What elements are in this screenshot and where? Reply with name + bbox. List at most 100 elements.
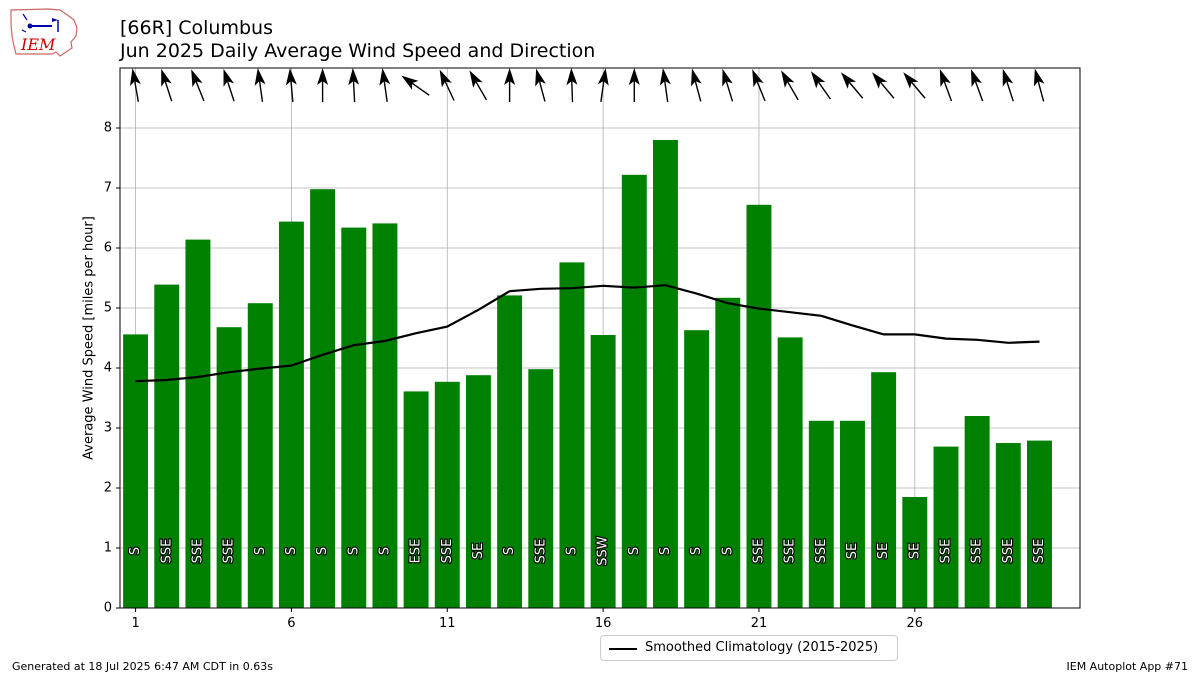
wind-arrow-head — [659, 68, 671, 86]
wind-arrow-head — [810, 71, 826, 89]
bar-day-19 — [684, 330, 710, 608]
wind-arrow-head — [535, 68, 546, 87]
wind-arrow-shaft — [290, 77, 294, 103]
wind-arrow-head — [401, 75, 419, 90]
wind-arrow-head — [939, 69, 951, 87]
wind-arrow-day-21 — [752, 69, 766, 102]
wind-arrow-day-16 — [597, 68, 609, 102]
wind-arrow-day-13 — [504, 68, 516, 102]
wind-arrow-head — [348, 68, 360, 86]
chart-subtitle: Jun 2025 Daily Average Wind Speed and Di… — [120, 40, 596, 62]
wind-arrow-day-28 — [970, 69, 984, 102]
bar-day-12 — [465, 375, 491, 608]
direction-label-day-25: SE — [876, 543, 891, 559]
bar-day-7 — [310, 189, 336, 608]
wind-arrow-head — [566, 68, 578, 86]
bar-day-21 — [746, 204, 772, 609]
bar-day-15 — [559, 262, 585, 608]
direction-label-day-29: SSE — [1001, 539, 1016, 564]
wind-arrow-shaft — [352, 77, 356, 103]
bar-day-22 — [777, 337, 803, 608]
wind-arrow-shaft — [816, 79, 832, 100]
y-tick-label: 4 — [104, 361, 112, 376]
direction-label-day-10: ESE — [409, 539, 424, 564]
wind-arrow-head — [129, 68, 141, 86]
wind-arrow-shaft — [785, 78, 799, 101]
wind-arrow-day-2 — [161, 68, 173, 102]
direction-label-day-24: SE — [845, 543, 860, 559]
direction-label-day-8: S — [346, 547, 361, 555]
x-tick-label: 26 — [907, 616, 924, 631]
direction-label-day-15: S — [564, 547, 579, 555]
wind-arrow-day-22 — [781, 70, 799, 101]
wind-arrow-head — [223, 68, 235, 87]
wind-arrow-day-18 — [659, 68, 671, 102]
direction-label-day-17: S — [627, 547, 642, 555]
svg-text:IEM: IEM — [20, 35, 56, 54]
wind-arrow-head — [781, 70, 795, 88]
bar-day-8 — [341, 227, 367, 608]
wind-arrow-shaft — [473, 78, 488, 101]
wind-arrow-head — [1033, 68, 1045, 87]
direction-label-day-27: SSE — [938, 539, 953, 564]
bar-day-18 — [652, 140, 678, 608]
wind-arrow-day-30 — [1033, 68, 1045, 102]
legend-label: Smoothed Climatology (2015-2025) — [645, 640, 879, 655]
bar-day-14 — [528, 369, 554, 608]
bar-day-5 — [247, 303, 273, 608]
wind-arrow-head — [254, 68, 266, 86]
wind-arrow-shaft — [538, 78, 546, 102]
wind-arrow-day-6 — [285, 68, 297, 103]
bar-day-29 — [995, 443, 1021, 608]
wind-arrow-head — [722, 68, 733, 87]
wind-arrow-head — [1002, 68, 1014, 87]
direction-label-day-13: S — [502, 547, 517, 555]
direction-label-day-9: S — [377, 547, 392, 555]
wind-arrow-head — [628, 68, 640, 85]
wind-arrow-head — [191, 69, 203, 88]
direction-label-day-3: SSE — [190, 539, 205, 564]
direction-label-day-6: S — [284, 547, 299, 555]
bar-day-6 — [278, 221, 304, 608]
wind-arrow-shaft — [409, 80, 430, 96]
direction-label-day-30: SSE — [1032, 539, 1047, 564]
bar-day-13 — [497, 295, 523, 608]
direction-label-day-26: SE — [907, 543, 922, 559]
bar-day-4 — [216, 327, 242, 608]
bar-day-16 — [590, 335, 616, 608]
wind-arrow-day-5 — [254, 68, 266, 102]
iem-logo: IEM — [10, 8, 78, 57]
wind-arrow-day-25 — [872, 72, 895, 99]
wind-arrow-day-7 — [317, 68, 329, 102]
x-tick-label: 16 — [595, 616, 612, 631]
direction-label-day-22: SSE — [783, 539, 798, 564]
chart-title: [66R] Columbus — [120, 17, 273, 39]
wind-arrow-day-10 — [401, 75, 430, 96]
wind-arrow-day-12 — [469, 70, 488, 101]
wind-arrow-day-27 — [939, 69, 953, 102]
x-tick-label: 11 — [439, 616, 456, 631]
y-tick-label: 0 — [104, 601, 112, 616]
app-label: IEM Autoplot App #71 — [1066, 660, 1189, 673]
x-tick-label: 21 — [751, 616, 768, 631]
wind-arrow-head — [317, 68, 329, 85]
direction-label-day-23: SSE — [814, 539, 829, 564]
wind-arrow-day-15 — [566, 68, 578, 103]
y-tick-label: 8 — [104, 121, 112, 136]
wind-arrow-day-26 — [903, 72, 926, 99]
wind-arrow-shaft — [443, 78, 455, 101]
wind-arrow-head — [379, 68, 391, 86]
wind-arrow-day-14 — [535, 68, 546, 102]
direction-label-day-14: SSE — [533, 539, 548, 564]
y-tick-label: 2 — [104, 481, 112, 496]
bar-day-1 — [123, 334, 149, 608]
bar-day-3 — [185, 239, 211, 608]
wind-arrow-shaft — [194, 78, 205, 102]
wind-arrow-head — [439, 69, 452, 88]
wind-arrow-shaft — [570, 77, 574, 103]
bar-day-25 — [871, 372, 897, 608]
wind-arrow-shaft — [383, 77, 388, 102]
wind-arrow-shaft — [877, 79, 895, 99]
wind-arrow-day-11 — [439, 69, 455, 101]
x-tick-label: 1 — [131, 616, 139, 631]
